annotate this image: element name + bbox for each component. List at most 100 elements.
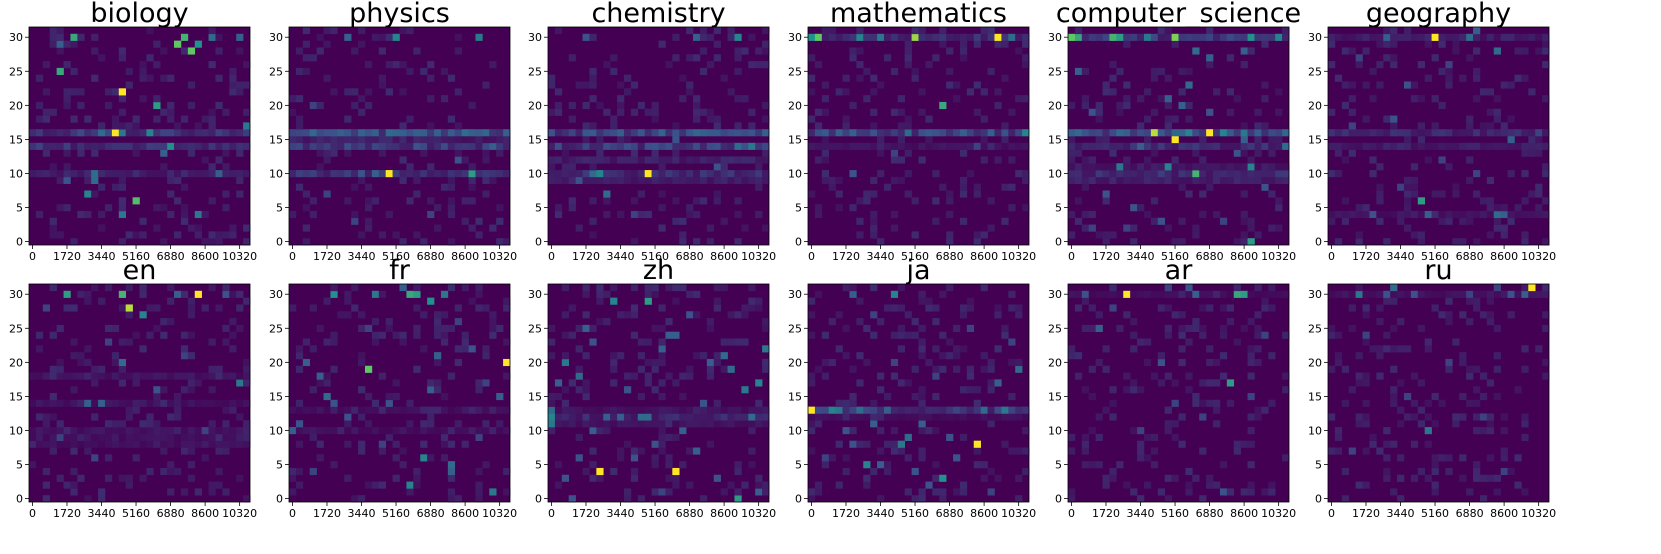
heatmap-cell	[440, 170, 449, 178]
heatmap-cell	[1171, 474, 1179, 482]
heatmap-cell	[351, 427, 359, 435]
heatmap-cell	[330, 88, 338, 96]
panel-title: en	[123, 255, 157, 286]
heatmap-cell	[1486, 33, 1495, 41]
heatmap-cell	[153, 204, 161, 212]
heatmap-cell	[427, 129, 435, 137]
y-tick-label: 5	[16, 459, 23, 472]
heatmap-cell	[215, 74, 223, 82]
heatmap-cell	[63, 204, 71, 212]
heatmap-cell	[856, 413, 864, 421]
heatmap-cell	[118, 433, 126, 441]
heatmap-cell	[153, 440, 161, 448]
heatmap-cell	[236, 290, 244, 298]
heatmap-cell	[973, 440, 981, 448]
heatmap-cell	[1466, 176, 1474, 184]
heatmap-cell	[610, 365, 618, 373]
heatmap-cell	[378, 33, 386, 41]
heatmap-cell	[174, 372, 182, 380]
axes-frame	[1327, 26, 1550, 246]
heatmap-cell	[835, 413, 843, 421]
heatmap-cell	[1088, 176, 1096, 184]
heatmap-cell	[814, 142, 823, 150]
heatmap-cell	[399, 156, 407, 164]
heatmap-cell	[658, 488, 666, 496]
y-tick-label: 10	[9, 424, 23, 437]
heatmap-cell	[959, 176, 968, 184]
heatmap-cell	[877, 495, 885, 503]
heatmap-cell	[939, 290, 947, 298]
heatmap-cell	[98, 372, 106, 380]
heatmap-cell	[762, 115, 770, 123]
heatmap-cell	[132, 440, 140, 448]
heatmap-cell	[734, 311, 742, 319]
heatmap-cell	[364, 129, 373, 137]
heatmap-cell	[630, 454, 639, 462]
heatmap-cell	[1376, 352, 1384, 360]
heatmap-cell	[808, 427, 816, 435]
heatmap-cell	[1376, 210, 1384, 219]
heatmap-cell	[1143, 163, 1152, 171]
heatmap-cell	[623, 413, 632, 421]
heatmap-cell	[461, 345, 469, 353]
heatmap-cell	[856, 33, 864, 41]
heatmap-cell	[440, 311, 449, 319]
heatmap-cell	[1459, 290, 1467, 298]
heatmap-cell	[554, 204, 563, 212]
heatmap-cell	[1199, 324, 1207, 332]
heatmap-cell	[561, 474, 570, 482]
heatmap-cell	[1341, 129, 1350, 137]
heatmap-cell	[98, 129, 106, 137]
heatmap-cell	[1268, 488, 1276, 496]
heatmap-cell	[489, 136, 497, 144]
heatmap-cell	[1095, 433, 1103, 441]
heatmap-cell	[1390, 40, 1398, 48]
heatmap-cell	[344, 311, 352, 319]
heatmap-cell	[1247, 372, 1255, 380]
heatmap-cell	[344, 129, 352, 137]
heatmap-cell	[1015, 33, 1023, 41]
heatmap-cell	[582, 129, 590, 137]
heatmap-cell	[208, 365, 216, 373]
y-tick-label: 25	[788, 322, 802, 335]
heatmap-cell	[187, 386, 196, 394]
heatmap-cell	[1206, 33, 1214, 41]
heatmap-cell	[856, 406, 864, 414]
heatmap-cell	[658, 156, 666, 164]
heatmap-cell	[713, 170, 721, 178]
heatmap-cell	[146, 399, 154, 407]
heatmap-cell	[84, 358, 92, 367]
heatmap-cell	[1334, 358, 1343, 367]
heatmap-cell	[734, 122, 742, 130]
heatmap-cell	[835, 204, 843, 212]
heatmap-cell	[174, 197, 182, 205]
heatmap-cell	[987, 27, 995, 35]
heatmap-cell	[1521, 33, 1529, 41]
heatmap-cell	[706, 318, 715, 326]
heatmap-cell	[554, 379, 563, 387]
heatmap-cell	[1362, 129, 1370, 137]
heatmap-cell	[91, 149, 99, 157]
heatmap-cell	[63, 142, 71, 150]
heatmap-cell	[378, 81, 386, 89]
heatmap-cell	[630, 170, 639, 178]
heatmap-cell	[980, 142, 988, 150]
heatmap-cell	[679, 284, 687, 292]
heatmap-cell	[1362, 372, 1370, 380]
heatmap-cell	[679, 95, 687, 103]
heatmap-cell	[1410, 95, 1419, 103]
heatmap-cell	[686, 311, 694, 319]
heatmap-cell	[1022, 95, 1030, 103]
heatmap-cell	[720, 217, 728, 225]
heatmap-cell	[651, 461, 659, 469]
heatmap-cell	[1328, 33, 1336, 41]
heatmap-cell	[994, 379, 1002, 387]
y-tick-label: 0	[16, 493, 23, 506]
heatmap-cell	[883, 413, 892, 421]
heatmap-cell	[1445, 365, 1453, 373]
heatmap-cell	[994, 40, 1002, 48]
heatmap-cell	[1521, 129, 1529, 137]
heatmap-cell	[1424, 427, 1432, 435]
heatmap-cell	[686, 176, 694, 184]
heatmap-cell	[118, 95, 126, 103]
